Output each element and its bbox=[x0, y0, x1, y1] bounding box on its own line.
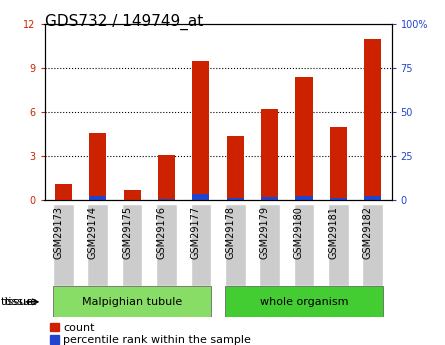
Bar bbox=[156, 204, 177, 286]
Text: GSM29175: GSM29175 bbox=[122, 206, 132, 259]
Bar bbox=[261, 109, 278, 200]
Bar bbox=[89, 196, 106, 200]
Bar bbox=[89, 133, 106, 200]
Text: GSM29177: GSM29177 bbox=[191, 206, 201, 259]
Bar bbox=[227, 198, 244, 200]
Bar bbox=[190, 204, 211, 286]
Bar bbox=[227, 136, 244, 200]
Text: whole organism: whole organism bbox=[260, 297, 348, 307]
Bar bbox=[364, 39, 381, 200]
Bar bbox=[225, 204, 246, 286]
Bar bbox=[225, 286, 383, 317]
Bar bbox=[295, 196, 312, 200]
Bar bbox=[55, 184, 72, 200]
Text: tissue: tissue bbox=[4, 297, 37, 307]
Bar bbox=[259, 204, 280, 286]
Bar bbox=[88, 204, 108, 286]
Text: GSM29174: GSM29174 bbox=[88, 206, 98, 259]
Bar bbox=[192, 61, 210, 200]
Bar bbox=[362, 204, 383, 286]
Bar bbox=[330, 198, 347, 200]
Bar bbox=[53, 204, 74, 286]
Text: GSM29176: GSM29176 bbox=[157, 206, 166, 259]
Text: GSM29182: GSM29182 bbox=[363, 206, 373, 259]
Text: Malpighian tubule: Malpighian tubule bbox=[82, 297, 182, 307]
Bar bbox=[330, 127, 347, 200]
Text: GSM29178: GSM29178 bbox=[225, 206, 235, 259]
Bar bbox=[124, 190, 141, 200]
Text: GDS732 / 149749_at: GDS732 / 149749_at bbox=[45, 14, 204, 30]
Text: GSM29179: GSM29179 bbox=[259, 206, 270, 259]
Text: GSM29180: GSM29180 bbox=[294, 206, 304, 259]
Legend: count, percentile rank within the sample: count, percentile rank within the sample bbox=[50, 323, 251, 345]
Text: GSM29173: GSM29173 bbox=[53, 206, 63, 259]
Bar bbox=[192, 194, 210, 200]
Bar bbox=[158, 155, 175, 200]
Bar bbox=[158, 199, 175, 200]
Bar bbox=[261, 197, 278, 200]
Bar bbox=[53, 286, 211, 317]
Text: GSM29181: GSM29181 bbox=[328, 206, 338, 259]
Text: tissue: tissue bbox=[1, 297, 34, 307]
Bar bbox=[295, 77, 312, 200]
Bar bbox=[294, 204, 314, 286]
Bar bbox=[122, 204, 142, 286]
Bar bbox=[364, 196, 381, 200]
Bar bbox=[328, 204, 348, 286]
